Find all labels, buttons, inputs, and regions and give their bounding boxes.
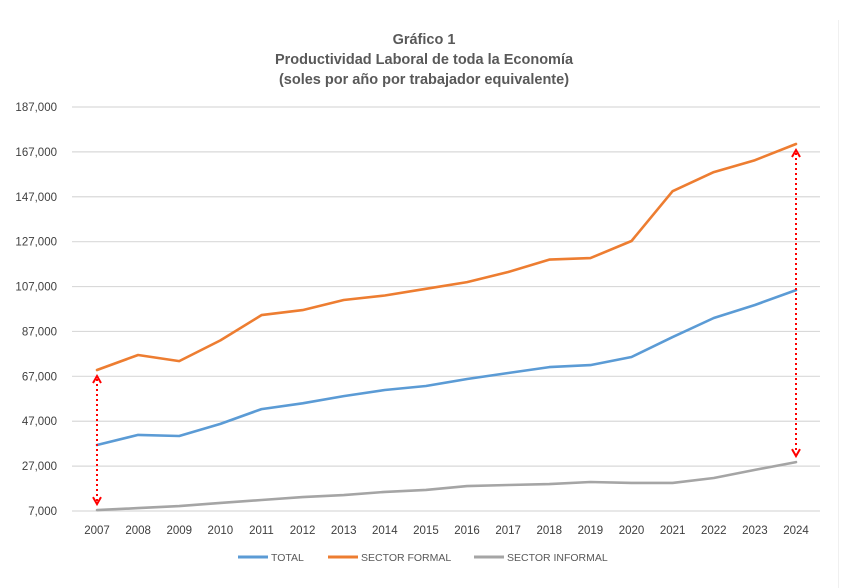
x-tick-label: 2007 [84,525,110,537]
x-tick-label: 2023 [742,525,768,537]
x-tick-label: 2019 [578,525,604,537]
chart-subtitle-line2: (soles por año por trabajador equivalent… [278,72,570,88]
y-tick-label: 47,000 [22,416,57,428]
chart-title: Gráfico 1 [392,32,456,48]
frame-edge [838,20,839,588]
x-tick-label: 2009 [166,525,192,537]
legend-item: SECTOR FORMAL [328,552,451,564]
chart-title-block: Gráfico 1 Productividad Laboral de toda … [0,30,848,90]
x-tick-label: 2008 [125,525,151,537]
y-tick-label: 87,000 [22,326,57,338]
x-tick-label: 2010 [208,525,234,537]
legend-item: TOTAL [238,552,304,564]
gridlines [72,106,820,512]
gap-double-arrow [92,374,102,507]
arrow-head-down-icon [92,496,102,507]
annotations [92,148,801,507]
x-tick-label: 2011 [249,525,274,537]
arrow-head-up-icon [791,148,801,158]
legend-label: SECTOR INFORMAL [507,552,608,564]
series-sector-informal [95,460,798,512]
legend-label: TOTAL [271,552,304,564]
legend-item: SECTOR INFORMAL [474,552,608,564]
x-tick-label: 2018 [536,525,562,537]
x-tick-label: 2016 [454,525,480,537]
x-tick-label: 2017 [495,525,521,537]
y-tick-label: 27,000 [22,461,57,473]
arrow-head-down-icon [791,448,801,459]
x-tick-label: 2012 [290,525,316,537]
y-axis-tick-labels: 7,000 27,000 47,000 67,000 87,000 107,000 127,… [15,102,57,518]
y-tick-label: 167,000 [15,147,57,159]
series-line [95,460,798,512]
x-tick-label: 2020 [619,525,645,537]
legend-label: SECTOR FORMAL [361,552,451,564]
y-tick-label: 67,000 [22,371,57,383]
chart-subtitle-line1: Productividad Laboral de toda la Economí… [274,52,574,68]
series-line [95,142,798,372]
x-tick-label: 2022 [701,525,727,537]
y-tick-label: 7,000 [28,506,57,518]
series-lines [95,142,798,512]
x-tick-label: 2014 [372,525,398,537]
series-sector-formal [95,142,798,372]
y-tick-label: 147,000 [15,192,57,204]
x-tick-label: 2021 [660,525,686,537]
x-axis-tick-labels: 2007 2008 2009 2010 2011 2012 2013 2014 2015 2016… [84,525,809,537]
y-tick-label: 127,000 [15,237,57,249]
x-tick-label: 2015 [413,525,439,537]
y-tick-label: 187,000 [15,102,57,114]
gap-double-arrow [791,148,801,459]
x-tick-label: 2013 [331,525,357,537]
y-tick-label: 107,000 [15,282,57,294]
series-line [95,288,798,447]
legend: TOTAL SECTOR FORMAL SECTOR INFORMAL [238,552,608,564]
arrow-head-up-icon [92,374,102,384]
x-tick-label: 2024 [783,525,809,537]
